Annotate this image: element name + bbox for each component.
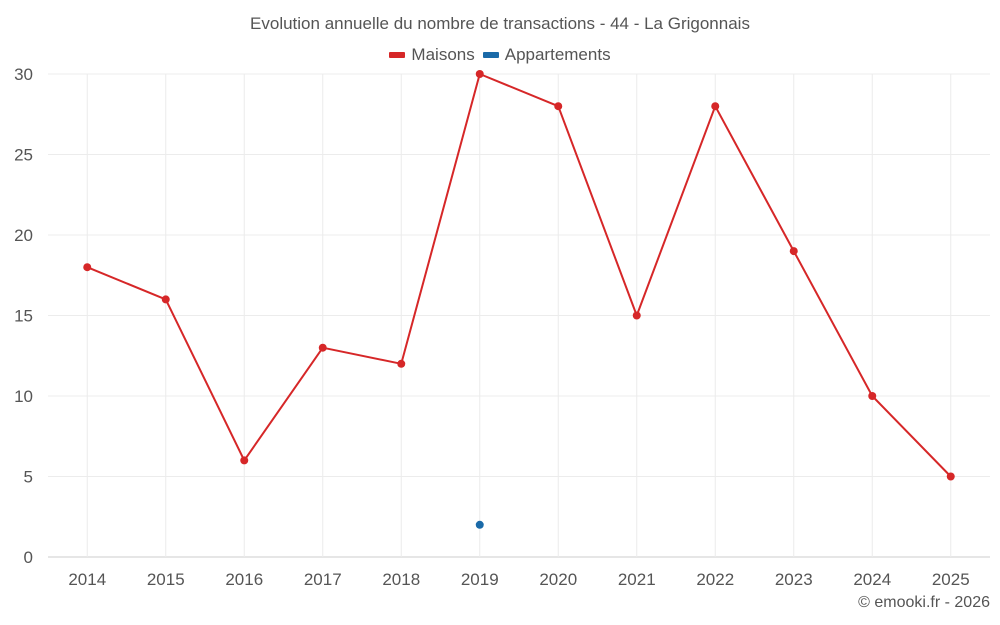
legend-item-appartements[interactable]: Appartements [482,45,611,65]
data-point-appartements [475,520,484,529]
legend-label-maisons: Maisons [411,45,475,64]
data-point-maisons [83,263,92,272]
x-tick-label: 2018 [382,570,420,589]
data-point-maisons [161,295,170,304]
x-tick-label: 2016 [225,570,263,589]
legend-swatch-maisons [389,52,406,58]
data-point-maisons [789,247,798,256]
x-tick-label: 2014 [68,570,106,589]
copyright-text: © emooki.fr - 2026 [858,594,990,611]
legend: Maisons Appartements [0,45,1000,65]
y-tick-label: 0 [24,548,33,567]
x-tick-label: 2017 [304,570,342,589]
legend-item-maisons[interactable]: Maisons [389,45,475,65]
x-tick-label: 2025 [932,570,970,589]
data-point-maisons [946,472,955,481]
y-tick-label: 10 [14,387,33,406]
legend-label-appartements: Appartements [504,45,611,64]
y-tick-label: 20 [14,226,33,245]
data-point-maisons [475,70,484,78]
x-tick-label: 2015 [147,570,185,589]
data-point-maisons [711,102,720,111]
data-point-maisons [868,392,877,400]
y-tick-label: 5 [24,468,33,487]
x-tick-label: 2021 [618,570,656,589]
data-point-maisons [632,311,641,320]
x-tick-label: 2019 [461,570,499,589]
y-tick-label: 30 [14,65,33,84]
chart-title: Evolution annuelle du nombre de transact… [250,14,750,33]
data-point-maisons [397,359,406,368]
x-tick-label: 2022 [696,570,734,589]
x-tick-label: 2020 [539,570,577,589]
y-tick-label: 25 [14,146,33,165]
data-point-maisons [240,456,249,465]
data-point-maisons [554,102,563,111]
y-tick-label: 15 [14,307,33,326]
x-tick-label: 2023 [775,570,813,589]
legend-swatch-appartements [482,52,499,58]
x-tick-label: 2024 [853,570,891,589]
series-line-maisons [86,73,952,478]
data-point-maisons [318,343,327,352]
